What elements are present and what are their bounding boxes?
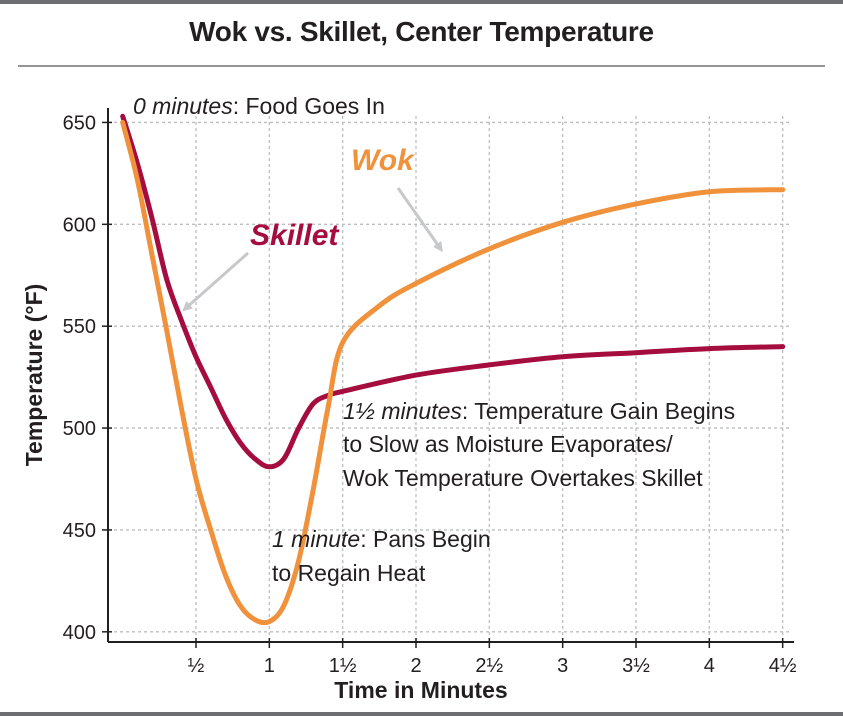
wok-arrow bbox=[396, 187, 443, 253]
annotation-one-half-text: : Temperature Gain Begins bbox=[462, 398, 735, 424]
x-tick-label: ½ bbox=[188, 655, 205, 677]
y-tick-label: 400 bbox=[63, 622, 96, 644]
tick-labels: ½ 1 1½ 2 2½ 3 3½ 4 4½ 400 450 500 550 600 650 bbox=[63, 112, 797, 677]
skillet-arrow bbox=[182, 251, 249, 312]
title-rule bbox=[18, 65, 825, 67]
y-tick-label: 650 bbox=[63, 112, 96, 134]
axes bbox=[102, 108, 794, 648]
annotation-one-minute: 1 minute: Pans Begin bbox=[272, 526, 491, 552]
annotation-one-half: 1½ minutes: Temperature Gain Begins bbox=[343, 398, 735, 424]
annotation-one-half-line2: to Slow as Moisture Evaporates/ bbox=[343, 431, 673, 457]
annotation-one-half-line3: Wok Temperature Overtakes Skillet bbox=[343, 465, 703, 491]
x-tick-label: 4 bbox=[704, 655, 715, 677]
x-tick-label: 4½ bbox=[769, 655, 797, 677]
x-tick-label: 3½ bbox=[622, 655, 650, 677]
annotation-one-half-time: 1½ minutes bbox=[343, 398, 462, 424]
bottom-frame-bar bbox=[0, 712, 843, 716]
annotation-start-text: : Food Goes In bbox=[233, 93, 385, 119]
annotation-one-minute-text: : Pans Begin bbox=[360, 526, 490, 552]
y-axis-title: Temperature (°F) bbox=[21, 284, 47, 467]
series-line-skillet bbox=[120, 113, 786, 470]
gridlines bbox=[108, 116, 790, 642]
chart-title: Wok vs. Skillet, Center Temperature bbox=[189, 16, 654, 47]
annotation-one-minute-time: 1 minute bbox=[272, 526, 360, 552]
x-tick-label: 3 bbox=[557, 655, 568, 677]
x-tick-label: 2 bbox=[410, 655, 421, 677]
y-tick-label: 500 bbox=[63, 418, 96, 440]
y-tick-label: 600 bbox=[63, 214, 96, 236]
y-tick-label: 550 bbox=[63, 316, 96, 338]
x-tick-label: 1 bbox=[264, 655, 275, 677]
series-line-wok bbox=[120, 119, 786, 626]
x-tick-label: 2½ bbox=[475, 655, 503, 677]
x-axis-title: Time in Minutes bbox=[334, 677, 507, 703]
annotation-start: 0 minutes: Food Goes In bbox=[133, 93, 385, 119]
annotation-start-time: 0 minutes bbox=[133, 93, 233, 119]
y-tick-label: 450 bbox=[63, 520, 96, 542]
top-frame-bar bbox=[0, 0, 843, 4]
series-lines bbox=[120, 113, 786, 626]
wok-label: Wok bbox=[351, 144, 415, 177]
x-tick-label: 1½ bbox=[329, 655, 357, 677]
skillet-label: Skillet bbox=[250, 219, 340, 252]
annotation-one-minute-line2: to Regain Heat bbox=[272, 560, 426, 586]
